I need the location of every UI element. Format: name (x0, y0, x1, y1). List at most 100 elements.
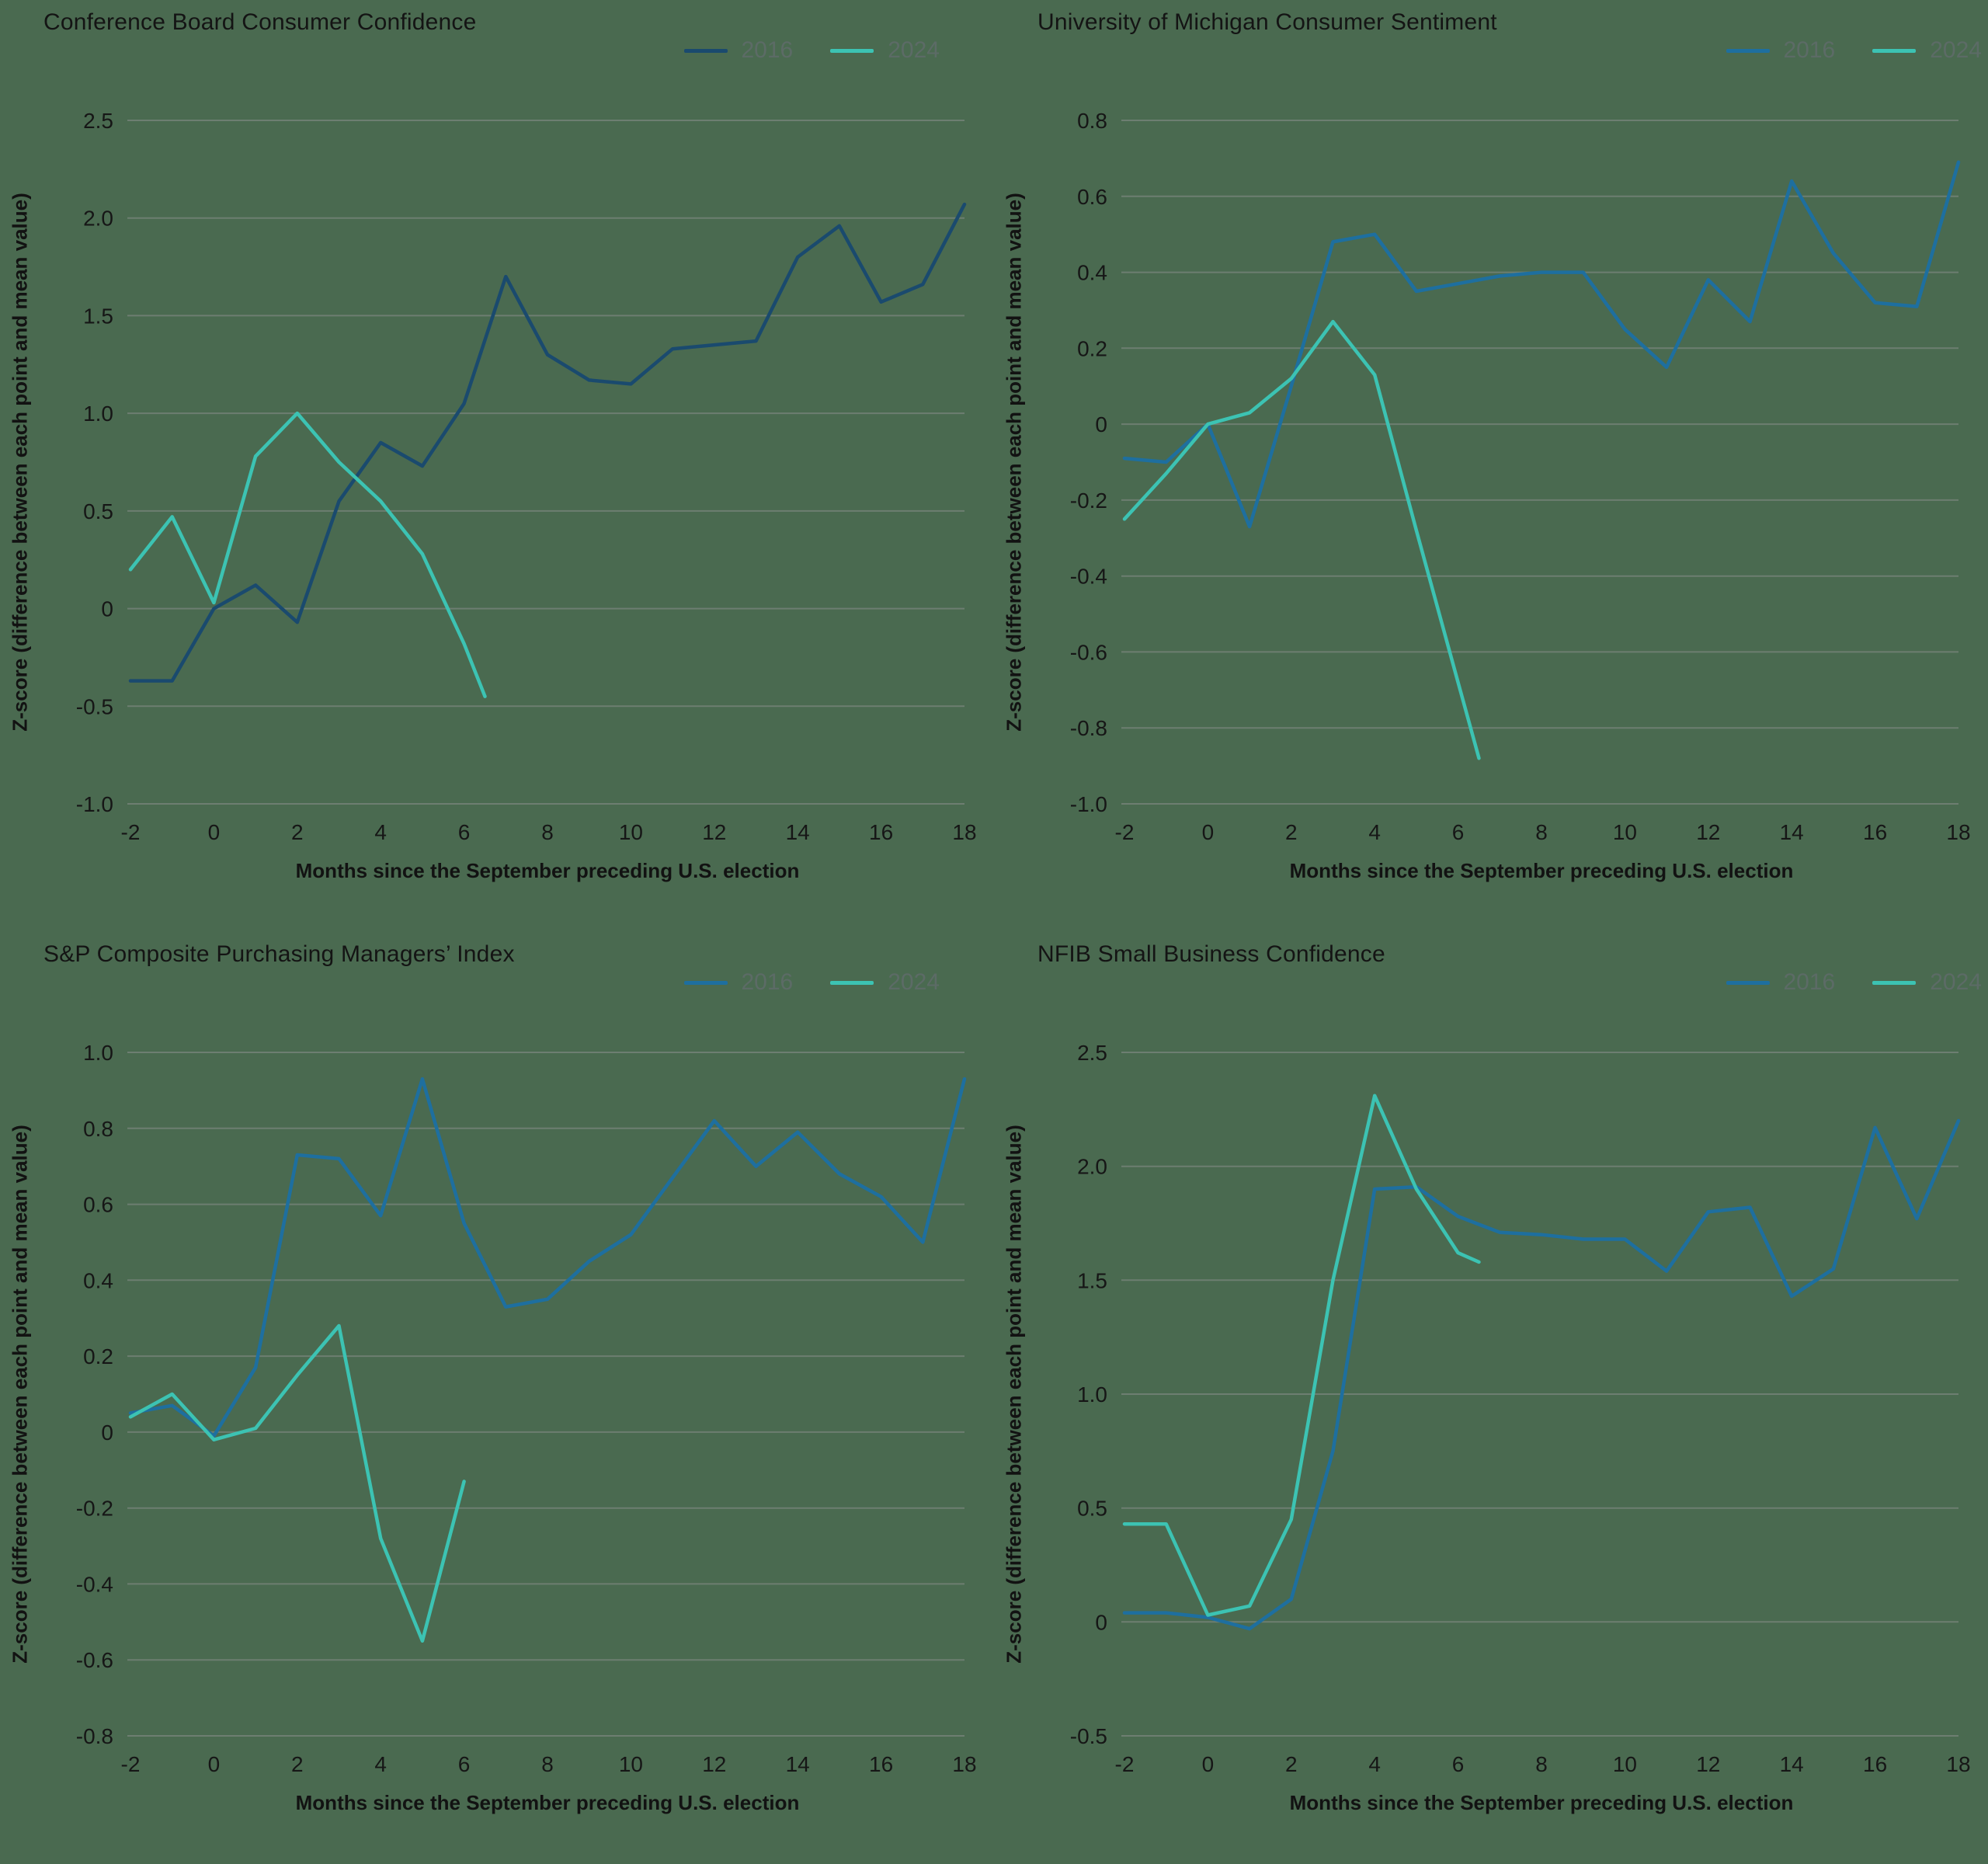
x-tick-label: 8 (541, 820, 554, 844)
legend-label-2024: 2024 (1930, 969, 1982, 995)
x-tick-label: 0 (208, 820, 221, 844)
series-line-2016 (1122, 1118, 1961, 1631)
x-tick-label: 10 (619, 820, 643, 844)
y-tick-label: -0.5 (1070, 1724, 1107, 1748)
y-tick-label: -0.6 (76, 1648, 113, 1672)
x-tick-label: 10 (1613, 1752, 1637, 1776)
x-tick-label: 6 (1452, 1752, 1465, 1776)
x-tick-label: 16 (1863, 820, 1887, 844)
legend-label-2024: 2024 (1930, 37, 1982, 63)
y-tick-label: -0.8 (76, 1724, 113, 1748)
y-tick-label: 0.6 (83, 1193, 113, 1217)
y-tick-label: 1.0 (83, 402, 113, 426)
x-tick-label: 0 (208, 1752, 221, 1776)
x-tick-label: 14 (1780, 820, 1804, 844)
x-tick-label: 18 (1946, 820, 1970, 844)
y-tick-label: -0.4 (76, 1572, 113, 1596)
series-line-2016 (128, 1076, 967, 1438)
plot-area: 1.0 0.8 0.6 0.4 0.2 0 -0.2 -0.4 -0.6 -0.8 -2 0 2 4 6 8 1… (76, 1041, 977, 1776)
plot-area: 0.8 0.6 0.4 0.2 0 -0.2 -0.4 -0.6 -0.8 -1.0 -2 0 2 4 6 8… (1070, 109, 1971, 844)
legend-label-2016: 2016 (1783, 969, 1836, 995)
legend-item-2016: 2016 (683, 969, 794, 996)
x-tick-label: 4 (1368, 820, 1381, 844)
legend: 2016 2024 (683, 969, 940, 996)
x-tick-label: 16 (869, 820, 893, 844)
y-tick-label: 1.5 (1077, 1268, 1107, 1292)
y-tick-label: -0.5 (76, 694, 113, 718)
plot-area: 2.5 2.0 1.5 1.0 0.5 0 -0.5 -1.0 -2 0 2 4 6 8 10 12 14 16 1… (76, 109, 977, 844)
x-tick-label: 12 (1696, 1752, 1720, 1776)
y-tick-label: -0.4 (1070, 565, 1107, 589)
y-tick-label: -0.6 (1070, 640, 1107, 664)
x-tick-label: 12 (702, 820, 726, 844)
y-tick-label: 0.2 (1077, 336, 1107, 360)
legend-line-2024-icon (1872, 980, 1917, 985)
y-tick-label: 1.5 (83, 304, 113, 328)
legend: 2016 2024 (1726, 969, 1982, 996)
x-tick-label: 2 (291, 820, 304, 844)
x-axis-label: Months since the September preceding U.S… (1289, 1791, 1794, 1814)
legend-label-2016: 2016 (741, 969, 794, 995)
x-tick-label: 2 (291, 1752, 304, 1776)
chart-conference-board-consumer-confidence: Conference Board Consumer Confidence 201… (0, 0, 994, 932)
legend-line-2016-icon (683, 48, 728, 53)
x-tick-label: 10 (1613, 820, 1637, 844)
y-tick-label: 0 (101, 597, 113, 621)
legend-label-2016: 2016 (741, 37, 794, 63)
chart-title: University of Michigan Consumer Sentimen… (1037, 9, 1497, 35)
x-tick-label: 8 (541, 1752, 554, 1776)
y-tick-label: 1.0 (1077, 1382, 1107, 1407)
x-tick-label: 12 (1696, 820, 1720, 844)
x-tick-label: 4 (1368, 1752, 1381, 1776)
x-tick-label: 14 (786, 1752, 810, 1776)
y-tick-label: 0.5 (1077, 1497, 1107, 1521)
chart-sp-composite-pmi: S&P Composite Purchasing Managers’ Index… (0, 932, 994, 1864)
legend-item-2016: 2016 (1726, 969, 1836, 996)
y-tick-label: -0.2 (1070, 489, 1107, 513)
x-tick-label: 2 (1285, 1752, 1298, 1776)
legend-item-2024: 2024 (830, 969, 940, 996)
legend-line-2024-icon (830, 980, 874, 985)
y-tick-label: 0 (1095, 412, 1107, 436)
x-tick-label: 10 (619, 1752, 643, 1776)
legend: 2016 2024 (1726, 37, 1982, 64)
legend-item-2016: 2016 (1726, 37, 1835, 64)
series-line-2024 (1122, 1094, 1481, 1617)
x-tick-label: -2 (121, 820, 141, 844)
chart-title: Conference Board Consumer Confidence (43, 9, 477, 35)
x-tick-label: 12 (702, 1752, 726, 1776)
x-tick-label: 6 (458, 1752, 471, 1776)
x-tick-label: 16 (869, 1752, 893, 1776)
legend-line-2016-icon (1726, 48, 1770, 53)
x-tick-label: 14 (1780, 1752, 1804, 1776)
x-axis-label: Months since the September preceding U.S… (1289, 859, 1794, 882)
x-tick-label: -2 (1115, 1752, 1135, 1776)
x-tick-label: -2 (1115, 820, 1135, 844)
x-tick-label: 6 (1452, 820, 1465, 844)
y-tick-label: 1.0 (83, 1041, 113, 1065)
y-tick-label: 2.5 (1077, 1041, 1107, 1065)
chart-title: S&P Composite Purchasing Managers’ Index (43, 941, 515, 967)
y-tick-label: -0.2 (76, 1497, 113, 1521)
x-tick-label: 8 (1535, 1752, 1548, 1776)
y-tick-label: 0 (101, 1421, 113, 1445)
chart-university-of-michigan-consumer-sentiment: University of Michigan Consumer Sentimen… (994, 0, 1988, 932)
y-tick-label: 0.5 (83, 499, 113, 523)
chart-title: NFIB Small Business Confidence (1037, 941, 1385, 967)
y-tick-label: -0.8 (1070, 716, 1107, 740)
x-tick-label: 4 (374, 820, 387, 844)
x-tick-label: 8 (1535, 820, 1548, 844)
y-tick-label: 0 (1095, 1610, 1107, 1634)
legend-label-2024: 2024 (888, 37, 940, 63)
legend-item-2024: 2024 (1872, 37, 1982, 64)
legend-item-2024: 2024 (830, 37, 940, 64)
y-tick-label: 2.0 (83, 207, 113, 231)
y-tick-label: 0.4 (1077, 261, 1107, 285)
y-tick-label: 0.2 (83, 1344, 113, 1368)
legend-item-2016: 2016 (683, 37, 794, 64)
x-tick-label: 2 (1285, 820, 1298, 844)
x-tick-label: 16 (1863, 1752, 1887, 1776)
series-line-2024 (128, 411, 487, 698)
legend-item-2024: 2024 (1872, 969, 1982, 996)
y-tick-label: 2.0 (1077, 1155, 1107, 1179)
